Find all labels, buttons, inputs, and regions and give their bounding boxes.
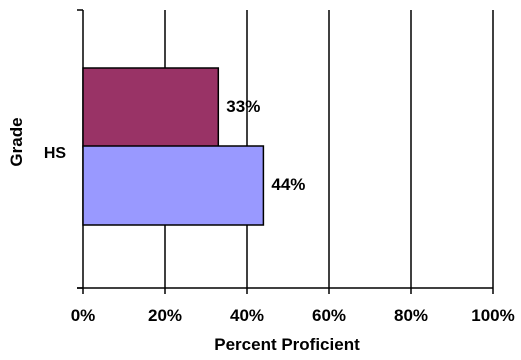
- x-tick-label-3: 60%: [312, 306, 346, 325]
- x-axis-title: Percent Proficient: [214, 335, 360, 354]
- x-tick-marks: [82, 288, 494, 294]
- y-axis-title: Grade: [7, 117, 26, 166]
- x-tick-label-4: 80%: [394, 306, 428, 325]
- x-tick-label-5: 100%: [471, 306, 514, 325]
- x-tick-label-0: 0%: [71, 306, 96, 325]
- x-tick-labels: 0% 20% 40% 60% 80% 100%: [71, 306, 515, 325]
- y-category-label: HS: [44, 145, 67, 162]
- data-label-series-0: 33%: [226, 97, 260, 116]
- x-tick-label-1: 20%: [148, 306, 182, 325]
- x-tick-label-2: 40%: [230, 306, 264, 325]
- data-labels: 33% 44%: [226, 97, 305, 194]
- data-label-series-1: 44%: [271, 175, 305, 194]
- y-tick-marks: [77, 9, 83, 289]
- bar-series-1: [82, 145, 265, 226]
- bars: [82, 67, 265, 226]
- bar-series-0: [82, 67, 220, 148]
